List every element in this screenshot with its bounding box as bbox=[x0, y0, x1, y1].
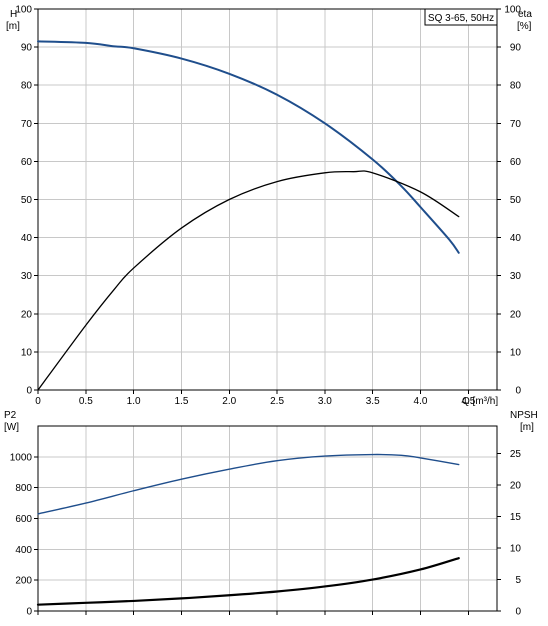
top-right-tick-label: 70 bbox=[510, 119, 522, 130]
chart-title: SQ 3-65, 50Hz bbox=[428, 13, 494, 24]
top-left-tick-label: 70 bbox=[21, 119, 33, 130]
top-left-tick-label: 80 bbox=[21, 81, 33, 92]
top-right-tick-label: 0 bbox=[515, 386, 521, 397]
x-tick-label: 2.0 bbox=[222, 396, 236, 407]
x-tick-label: 4.0 bbox=[414, 396, 428, 407]
bottom-left-tick-label: 800 bbox=[15, 483, 32, 494]
bottom-right-axis-unit: [m] bbox=[520, 422, 534, 433]
head-curve bbox=[37, 40, 460, 254]
top-right-tick-label: 90 bbox=[510, 43, 522, 54]
top-right-tick-label: 10 bbox=[510, 347, 522, 358]
top-right-tick-label: 40 bbox=[510, 233, 522, 244]
bottom-plot-curves bbox=[36, 453, 460, 606]
top-right-tick-label: 30 bbox=[510, 271, 522, 282]
bottom-right-tick-label: 25 bbox=[510, 449, 522, 460]
chart-title-box: SQ 3-65, 50Hz bbox=[424, 8, 498, 26]
top-left-tick-label: 100 bbox=[15, 5, 32, 16]
top-right-tick-label: 100 bbox=[504, 5, 521, 16]
bottom-plot-tick-labels: 0 200 400 600 800 1000 0 5 10 15 20 25 bbox=[10, 449, 522, 617]
top-left-tick-label: 50 bbox=[21, 195, 33, 206]
x-tick-label: 0.5 bbox=[79, 396, 93, 407]
bottom-plot-grid bbox=[38, 426, 497, 611]
top-plot-grid bbox=[38, 8, 497, 390]
x-axis-label: Q [m³/h] bbox=[462, 396, 498, 407]
x-tick-label: 0 bbox=[35, 396, 41, 407]
top-left-tick-label: 90 bbox=[21, 43, 33, 54]
bottom-left-tick-label: 1000 bbox=[10, 452, 33, 463]
bottom-left-tick-label: 600 bbox=[15, 514, 32, 525]
x-tick-label: 1.0 bbox=[127, 396, 141, 407]
bottom-right-axis-label: NPSH bbox=[510, 410, 538, 421]
top-right-tick-label: 50 bbox=[510, 195, 522, 206]
top-plot-curves bbox=[37, 40, 460, 391]
x-tick-label: 1.5 bbox=[174, 396, 188, 407]
top-left-axis-label: H bbox=[10, 9, 17, 20]
bottom-right-tick-label: 0 bbox=[515, 607, 521, 618]
bottom-left-tick-label: 400 bbox=[15, 545, 32, 556]
top-right-tick-label: 80 bbox=[510, 81, 522, 92]
top-left-tick-label: 30 bbox=[21, 271, 33, 282]
top-right-tick-label: 60 bbox=[510, 157, 522, 168]
bottom-left-axis-unit: [W] bbox=[4, 422, 19, 433]
top-left-tick-label: 40 bbox=[21, 233, 33, 244]
bottom-right-tick-label: 10 bbox=[510, 544, 522, 555]
x-tick-label: 4.5 bbox=[461, 396, 475, 407]
bottom-left-tick-label: 200 bbox=[15, 576, 32, 587]
top-left-tick-label: 0 bbox=[26, 386, 32, 397]
power-curve bbox=[37, 453, 460, 515]
x-tick-label: 2.5 bbox=[270, 396, 284, 407]
top-left-tick-label: 10 bbox=[21, 347, 33, 358]
top-right-axis-label: eta bbox=[518, 9, 532, 20]
top-left-axis-unit: [m] bbox=[6, 21, 20, 32]
bottom-left-tick-label: 0 bbox=[26, 607, 32, 618]
bottom-right-tick-label: 5 bbox=[515, 575, 521, 586]
bottom-right-tick-label: 20 bbox=[510, 481, 522, 492]
chart-title-frame bbox=[424, 8, 498, 26]
x-tick-label: 3.5 bbox=[366, 396, 380, 407]
top-left-tick-label: 60 bbox=[21, 157, 33, 168]
bottom-left-axis-label: P2 bbox=[4, 410, 17, 421]
top-right-axis-unit: [%] bbox=[517, 21, 532, 32]
efficiency-curve bbox=[37, 170, 460, 391]
top-left-tick-label: 20 bbox=[21, 309, 33, 320]
top-right-tick-label: 20 bbox=[510, 309, 522, 320]
x-tick-label: 3.0 bbox=[318, 396, 332, 407]
bottom-right-tick-label: 15 bbox=[510, 512, 522, 523]
npsh-curve bbox=[36, 557, 460, 606]
top-plot-tick-labels: 0 10 20 30 40 50 60 70 80 90 100 0 10 20 30 40 50 60 70 80 9… bbox=[15, 5, 521, 408]
